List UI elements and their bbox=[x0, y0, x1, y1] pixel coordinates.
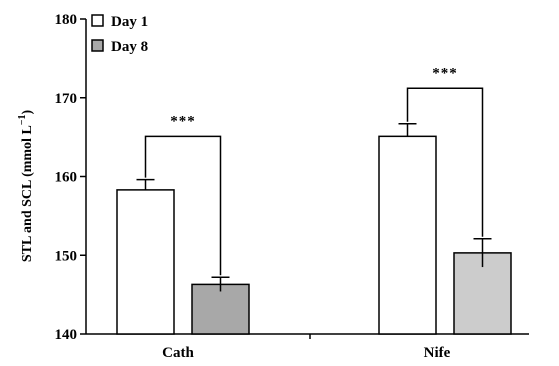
significance-label: *** bbox=[432, 65, 458, 81]
bar-cath-day-1 bbox=[116, 189, 175, 335]
x-tick-label: Cath bbox=[162, 345, 194, 361]
y-axis-label: STL and SCL (mmol L−1) bbox=[17, 110, 35, 263]
bar-nife-day-1 bbox=[378, 135, 437, 335]
y-tick-label: 140 bbox=[55, 327, 78, 343]
legend-swatch-day-1 bbox=[91, 14, 104, 27]
significance-bracket bbox=[144, 135, 222, 276]
bar-cath-day-8 bbox=[191, 283, 250, 335]
legend-label-day-8: Day 8 bbox=[111, 39, 148, 55]
significance-label: *** bbox=[170, 113, 196, 129]
y-tick-label: 160 bbox=[55, 170, 78, 186]
y-tick-label: 170 bbox=[55, 91, 78, 107]
legend-swatch-day-8 bbox=[91, 39, 104, 52]
y-tick-label: 180 bbox=[55, 12, 78, 28]
significance-bracket bbox=[406, 87, 484, 237]
y-axis-label-superscript: −1 bbox=[17, 115, 28, 126]
legend-label-day-1: Day 1 bbox=[111, 14, 148, 30]
x-tick-label: Nife bbox=[424, 345, 451, 361]
y-tick-label: 150 bbox=[55, 248, 78, 264]
